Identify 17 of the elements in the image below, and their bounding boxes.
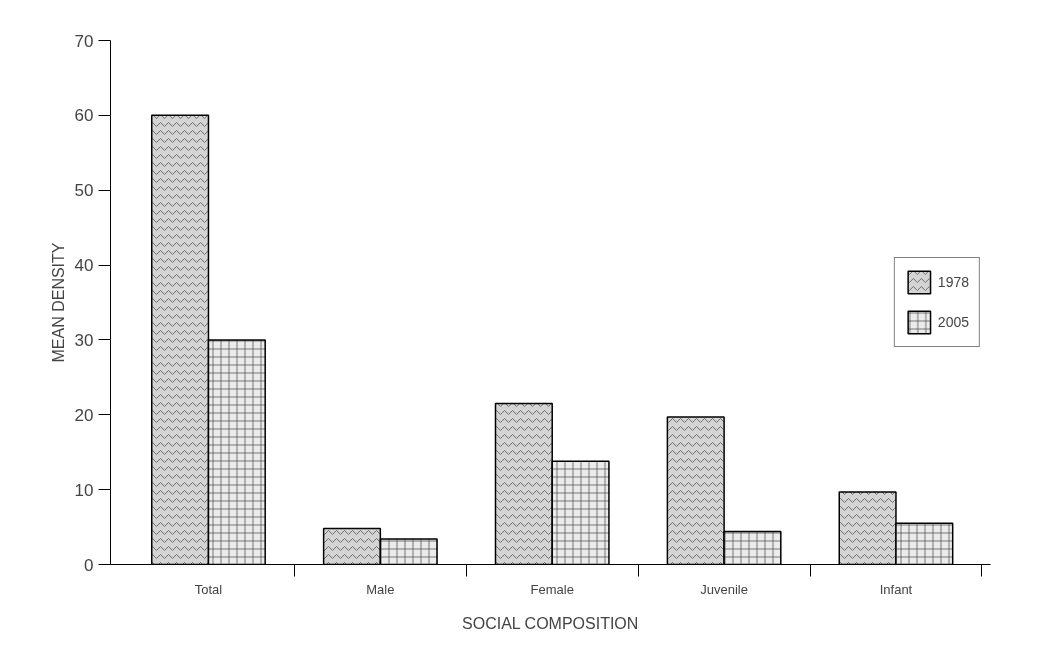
x-tick-label: Female bbox=[530, 581, 574, 597]
x-tick-label: Infant bbox=[879, 581, 913, 597]
y-tick-label: 10 bbox=[74, 480, 94, 500]
y-tick-label: 30 bbox=[74, 330, 94, 350]
y-tick-label: 0 bbox=[84, 555, 94, 575]
y-tick-label: 50 bbox=[74, 181, 94, 201]
legend-label: 2005 bbox=[937, 314, 969, 330]
x-tick-label: Male bbox=[366, 581, 395, 597]
y-tick-label: 60 bbox=[74, 106, 94, 126]
legend-label: 1978 bbox=[937, 274, 969, 290]
x-tick-label: Juvenile bbox=[700, 581, 748, 597]
x-axis-title: SOCIAL COMPOSITION bbox=[462, 614, 639, 632]
y-axis-title: MEAN DENSITY bbox=[49, 242, 67, 363]
y-tick-label: 20 bbox=[74, 405, 94, 425]
x-tick-label: Total bbox=[194, 581, 223, 597]
y-tick-label: 70 bbox=[74, 31, 94, 51]
y-tick-label: 40 bbox=[74, 256, 94, 276]
